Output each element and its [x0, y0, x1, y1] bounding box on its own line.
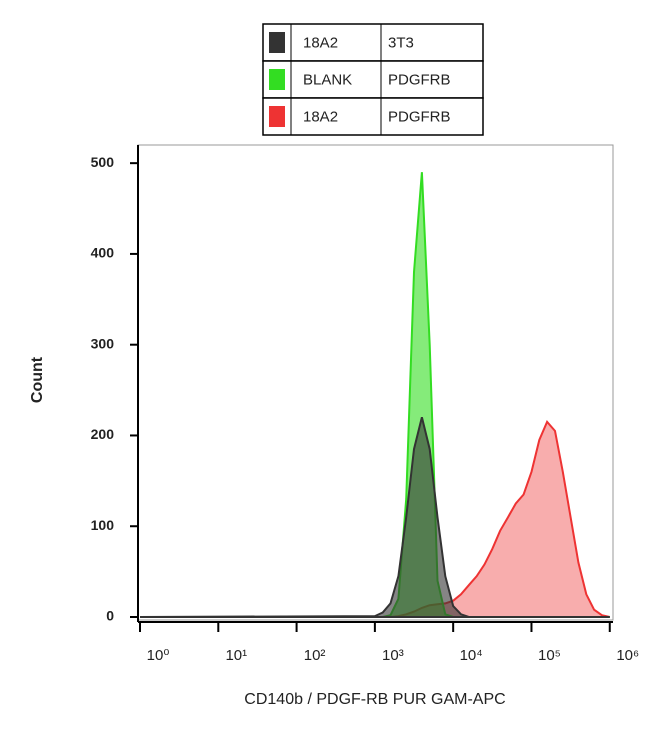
legend-row: [262, 23, 484, 62]
x-axis-label: CD140b / PDGF-RB PUR GAM-APC: [244, 691, 505, 708]
y-tick-label: 0: [106, 608, 114, 624]
legend-target: PDGFRB: [388, 108, 451, 125]
histogram-area: [139, 417, 610, 618]
x-tick-label: 10⁰: [147, 647, 170, 664]
legend-swatch: [269, 32, 285, 53]
legend-name: 18A2: [303, 108, 338, 125]
y-tick-label: 200: [91, 426, 115, 442]
y-tick-label: 500: [91, 154, 115, 170]
x-tick-label: 10³: [382, 647, 404, 664]
x-tick-label: 10⁵: [538, 647, 561, 664]
legend-target: 3T3: [388, 34, 414, 51]
legend-target: PDGFRB: [388, 71, 451, 88]
y-tick-label: 100: [91, 517, 115, 533]
y-tick-label: 400: [91, 245, 115, 261]
legend-row: [262, 97, 484, 136]
x-tick-label: 10¹: [225, 647, 247, 664]
legend-swatch: [269, 106, 285, 127]
legend-name: 18A2: [303, 34, 338, 51]
histogram-area: [140, 419, 611, 618]
x-tick-label: 10⁶: [616, 647, 639, 664]
x-tick-label: 10⁴: [460, 647, 483, 664]
legend-swatch: [269, 69, 285, 90]
x-tick-label: 10²: [304, 647, 326, 664]
y-tick-label: 300: [91, 335, 115, 351]
y-axis-label: Count: [29, 356, 46, 403]
legend-name: BLANK: [303, 71, 352, 88]
